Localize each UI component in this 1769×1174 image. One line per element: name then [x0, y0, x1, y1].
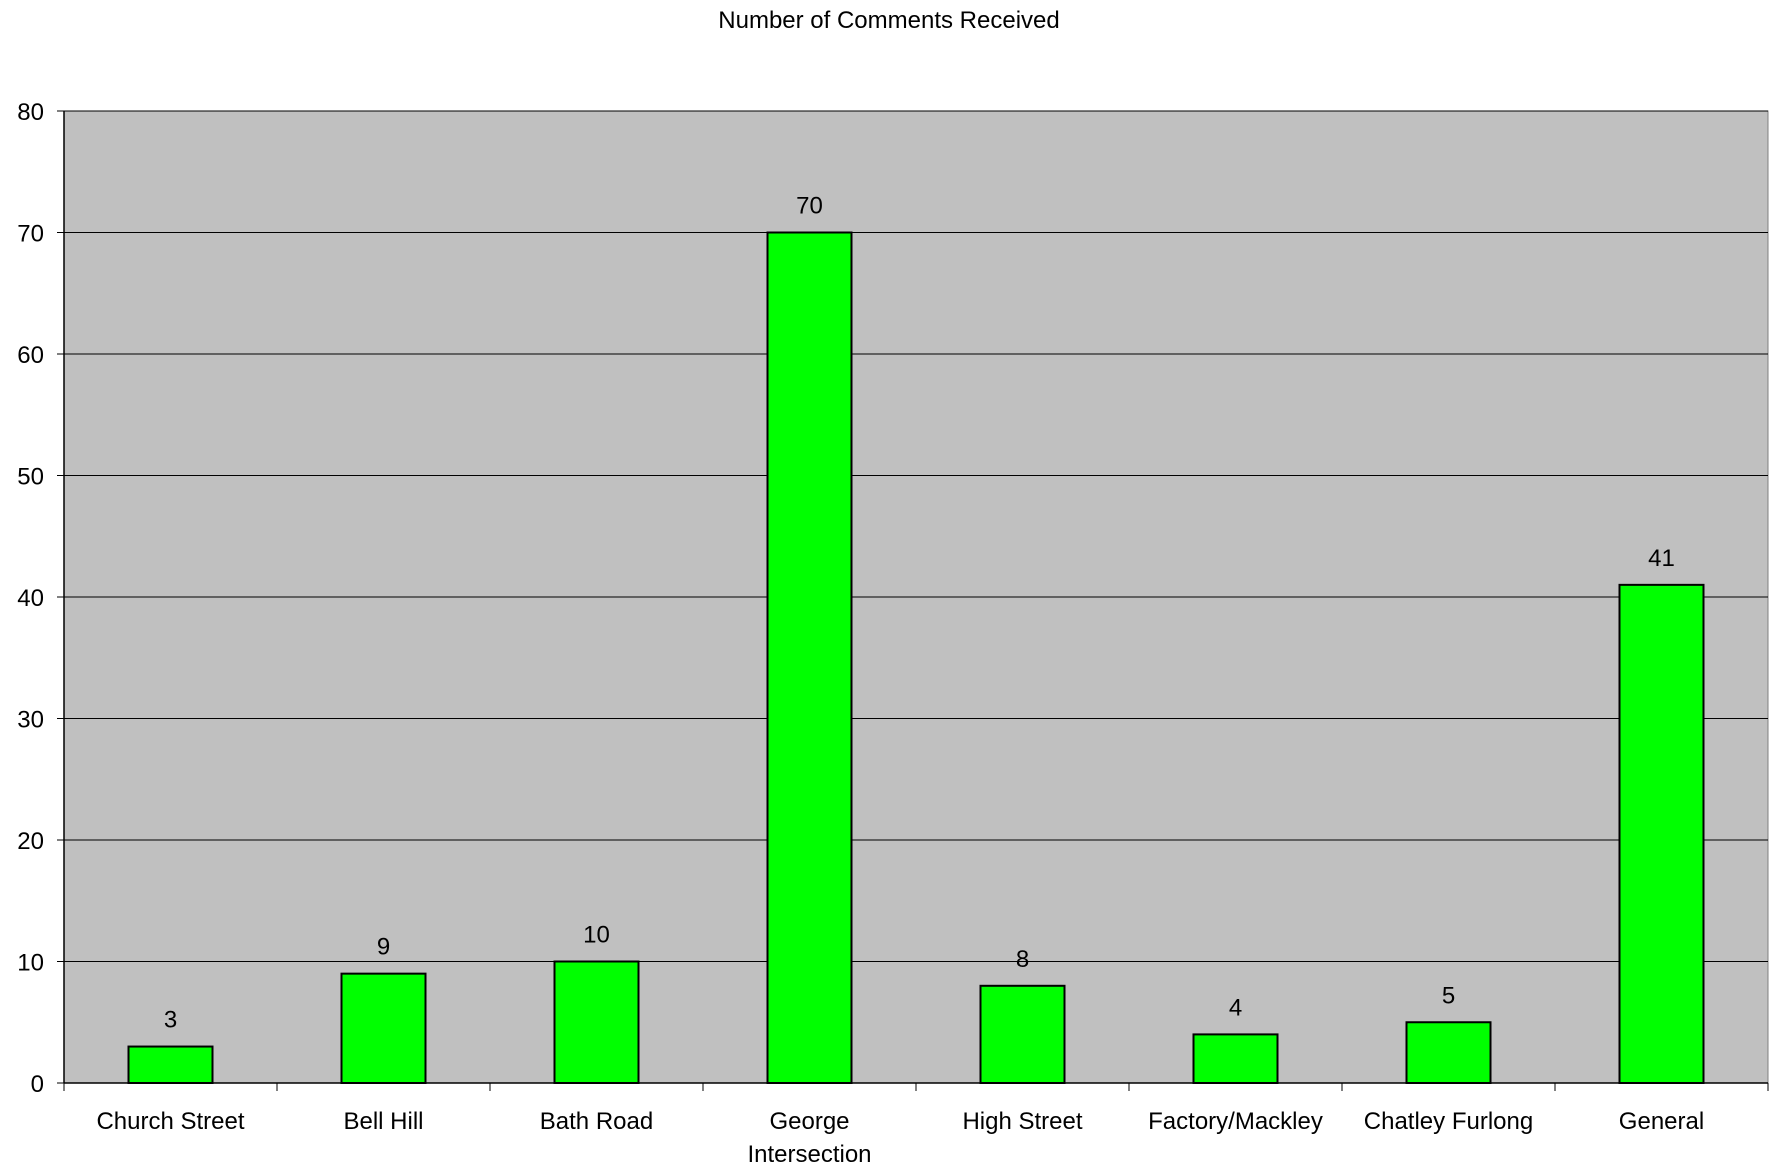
x-tick-label: Chatley Furlong — [1364, 1108, 1533, 1135]
y-tick-label: 20 — [17, 828, 44, 855]
data-label: 4 — [1229, 994, 1242, 1021]
x-tick-label: Bell Hill — [343, 1108, 423, 1135]
y-tick-label: 10 — [17, 950, 44, 977]
data-label: 10 — [583, 922, 610, 949]
bars — [127, 231, 1705, 1085]
y-tick-label: 30 — [17, 707, 44, 734]
bar — [553, 960, 640, 1084]
data-label: 8 — [1016, 946, 1029, 973]
y-tick-label: 70 — [17, 221, 44, 248]
data-label: 5 — [1442, 982, 1455, 1009]
chart-title: Number of Comments Received — [718, 7, 1059, 34]
x-tick-label: High Street — [962, 1108, 1082, 1135]
y-tick-label: 60 — [17, 342, 44, 369]
x-tick-label: Factory/Mackley — [1148, 1108, 1323, 1135]
data-label: 3 — [164, 1007, 177, 1034]
y-axis: 0 10 20 30 40 50 60 70 80 — [17, 99, 65, 1098]
bar — [1618, 583, 1705, 1084]
data-label: 70 — [796, 193, 823, 220]
x-tick-label: Bath Road — [540, 1108, 653, 1135]
y-tick-label: 50 — [17, 464, 44, 491]
x-tick-label: General — [1619, 1108, 1704, 1135]
bar — [1192, 1033, 1279, 1085]
x-axis: Church Street Bell Hill Bath Road George Int… — [63, 1082, 1769, 1168]
bar — [127, 1045, 214, 1085]
x-tick-label: George Intersection — [747, 1108, 871, 1168]
y-tick-label: 80 — [17, 99, 44, 126]
bar — [979, 984, 1066, 1084]
y-tick-label: 40 — [17, 585, 44, 612]
bar — [340, 972, 427, 1085]
data-label: 9 — [377, 934, 390, 961]
data-labels: 3 9 10 70 8 4 5 41 — [164, 193, 1675, 1034]
y-tick-label: 0 — [31, 1071, 44, 1098]
x-tick-label: Church Street — [96, 1108, 244, 1135]
gridlines — [64, 110, 1768, 962]
data-label: 41 — [1648, 545, 1675, 572]
bar — [1405, 1021, 1492, 1084]
bar — [766, 231, 853, 1084]
